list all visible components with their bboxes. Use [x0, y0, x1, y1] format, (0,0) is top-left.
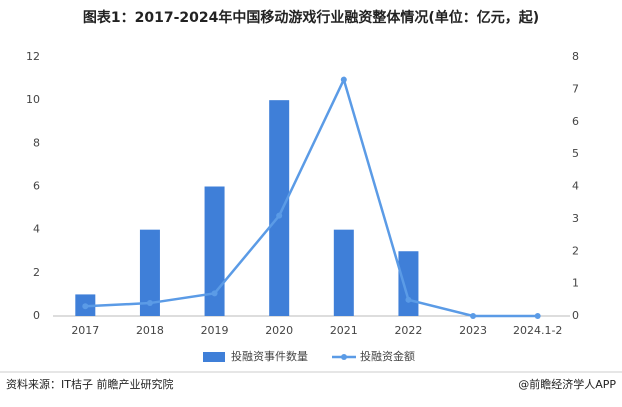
- line: [85, 76, 538, 318]
- line-marker: [534, 313, 541, 319]
- y2-tick-label: 4: [572, 180, 579, 193]
- legend-swatch: [203, 352, 225, 362]
- line-marker: [405, 296, 412, 303]
- bar: [333, 229, 354, 316]
- x-tick-label: 2021: [330, 324, 358, 337]
- line-marker: [340, 76, 347, 83]
- y-tick-label: 10: [26, 93, 40, 106]
- x-tick-label: 2018: [136, 324, 164, 337]
- line-marker: [82, 303, 89, 310]
- line-marker: [211, 290, 218, 297]
- line-marker: [470, 313, 477, 319]
- legend-swatch: [341, 354, 347, 360]
- y2-tick-label: 7: [572, 82, 579, 95]
- source: 资料来源：IT桔子 前瞻产业研究院: [6, 377, 173, 391]
- y2-tick-label: 1: [572, 277, 579, 290]
- line-marker: [146, 300, 153, 307]
- bar: [269, 100, 290, 317]
- x-tick-label: 2017: [71, 324, 99, 337]
- chart-title: 图表1：2017-2024年中国移动游戏行业融资整体情况(单位：亿元，起): [83, 9, 539, 26]
- y-tick-label: 4: [33, 223, 40, 236]
- x-tick-label: 2023: [459, 324, 487, 337]
- y2-tick-label: 3: [572, 212, 579, 225]
- y-tick-label: 0: [33, 309, 40, 322]
- legend-label: 投融资金额: [360, 349, 415, 363]
- y2-tick-label: 5: [572, 147, 579, 160]
- line-marker: [276, 212, 283, 219]
- y-tick-label: 6: [33, 180, 40, 193]
- y2-tick-label: 8: [572, 50, 579, 63]
- bar: [204, 186, 225, 316]
- y2-tick-label: 2: [572, 244, 579, 257]
- x-tick-label: 2019: [201, 324, 229, 337]
- legend-label: 投融资事件数量: [231, 349, 308, 363]
- x-tick-label: 2020: [265, 324, 293, 337]
- y-tick-label: 2: [33, 266, 40, 279]
- y-tick-label: 12: [26, 50, 40, 63]
- y-tick-label: 8: [33, 136, 40, 149]
- x-tick-label: 2024.1-2: [513, 324, 562, 337]
- y2-tick-label: 6: [572, 115, 579, 128]
- bar: [398, 251, 419, 316]
- x-tick-label: 2022: [394, 324, 422, 337]
- bar: [139, 229, 160, 316]
- credit: @前瞻经济学人APP: [518, 377, 616, 391]
- y2-tick-label: 0: [572, 309, 579, 322]
